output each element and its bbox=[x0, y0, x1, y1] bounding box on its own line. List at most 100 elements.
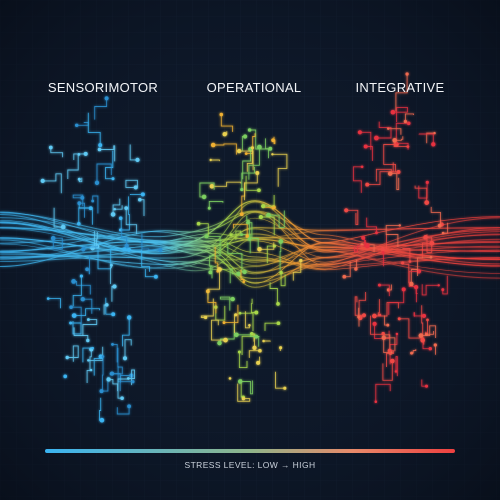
circuit-trace bbox=[121, 228, 128, 246]
circuit-node bbox=[135, 157, 140, 163]
circuit-trace bbox=[208, 201, 224, 209]
circuit-trace bbox=[48, 298, 61, 309]
flow-line bbox=[0, 239, 500, 275]
circuit-node bbox=[98, 143, 103, 148]
circuit-trace bbox=[421, 305, 424, 341]
circuit-node bbox=[69, 305, 73, 309]
circuit-node bbox=[344, 208, 349, 213]
circuit-trace bbox=[421, 379, 427, 387]
circuit-trace bbox=[390, 173, 400, 190]
circuit-node bbox=[219, 112, 224, 117]
circuit-node bbox=[63, 374, 68, 379]
circuit-node bbox=[209, 184, 215, 189]
circuit-node bbox=[377, 283, 382, 287]
circuit-trace bbox=[213, 143, 237, 155]
circuit-node bbox=[248, 324, 251, 327]
circuit-trace bbox=[244, 173, 258, 201]
circuit-node bbox=[375, 231, 378, 235]
circuit-node bbox=[94, 180, 100, 185]
circuit-trace bbox=[374, 302, 399, 317]
circuit-trace bbox=[264, 322, 279, 331]
circuit-trace bbox=[112, 198, 121, 215]
circuit-node bbox=[405, 72, 409, 76]
circuit-trace bbox=[144, 269, 156, 278]
circuit-node bbox=[48, 145, 53, 150]
circuit-trace bbox=[426, 132, 435, 144]
circuit-node bbox=[208, 270, 213, 275]
circuit-trace bbox=[105, 297, 114, 315]
circuit-node bbox=[196, 221, 201, 226]
circuit-node bbox=[245, 234, 249, 238]
circuit-trace bbox=[346, 209, 359, 226]
flow-line bbox=[0, 211, 500, 263]
circuit-trace bbox=[354, 296, 364, 316]
circuit-node bbox=[406, 121, 411, 126]
circuit-node bbox=[378, 313, 382, 317]
circuit-node bbox=[441, 231, 445, 235]
circuit-node bbox=[381, 335, 387, 341]
circuit-node bbox=[257, 188, 261, 193]
circuit-node bbox=[89, 368, 93, 372]
circuit-trace bbox=[206, 235, 221, 267]
circuit-node bbox=[110, 212, 116, 217]
circuit-trace bbox=[408, 270, 419, 303]
circuit-node bbox=[104, 96, 109, 101]
flow-line bbox=[0, 213, 500, 288]
circuit-node bbox=[241, 396, 246, 401]
circuit-node bbox=[153, 274, 158, 279]
circuit-node bbox=[276, 302, 280, 306]
circuit-trace bbox=[280, 272, 286, 287]
circuit-node bbox=[387, 171, 393, 176]
circuit-trace bbox=[94, 98, 108, 120]
circuit-trace bbox=[241, 166, 255, 190]
circuit-trace bbox=[376, 121, 392, 139]
circuit-trace bbox=[120, 196, 130, 231]
circuit-node bbox=[234, 313, 238, 317]
circuit-node bbox=[254, 310, 259, 315]
circuit-trace bbox=[379, 284, 390, 297]
circuit-trace bbox=[404, 113, 414, 122]
circuit-trace bbox=[224, 304, 239, 324]
circuit-node bbox=[363, 144, 368, 149]
circuit-node bbox=[401, 287, 406, 292]
circuit-trace bbox=[92, 195, 99, 214]
circuit-node bbox=[124, 243, 129, 248]
circuit-trace bbox=[279, 241, 282, 271]
circuit-trace bbox=[89, 349, 92, 372]
circuit-trace bbox=[219, 296, 233, 311]
flow-line bbox=[0, 217, 500, 279]
flow-line bbox=[0, 226, 500, 284]
circuit-node bbox=[381, 331, 385, 336]
circuit-node bbox=[118, 216, 123, 221]
circuit-node bbox=[262, 339, 265, 343]
circuit-node bbox=[113, 207, 117, 211]
circuit-node bbox=[97, 147, 102, 152]
circuit-node bbox=[426, 318, 429, 322]
circuit-node bbox=[87, 359, 90, 362]
circuit-node bbox=[111, 342, 114, 346]
circuit-trace bbox=[420, 325, 437, 338]
circuit-trace bbox=[395, 74, 408, 112]
circuit-trace bbox=[198, 223, 209, 237]
circuit-node bbox=[360, 165, 364, 169]
circuit-node bbox=[386, 323, 390, 327]
circuit-node bbox=[86, 318, 90, 322]
circuit-trace bbox=[73, 327, 89, 341]
circuit-node bbox=[80, 195, 85, 200]
circuit-trace bbox=[67, 345, 79, 362]
circuit-trace bbox=[232, 223, 248, 236]
circuit-node bbox=[76, 221, 81, 226]
circuit-trace bbox=[112, 373, 121, 392]
circuit-node bbox=[85, 267, 89, 272]
circuit-node bbox=[279, 346, 283, 350]
circuit-node bbox=[91, 199, 95, 203]
circuit-trace bbox=[114, 205, 123, 210]
circuit-node bbox=[240, 188, 244, 192]
circuit-node bbox=[424, 200, 430, 205]
circuit-node bbox=[361, 235, 366, 240]
circuit-node bbox=[122, 356, 128, 361]
circuit-trace bbox=[220, 114, 234, 132]
flow-line bbox=[0, 244, 500, 268]
circuit-node bbox=[65, 355, 69, 360]
stage-label: INTEGRATIVE bbox=[355, 80, 444, 95]
